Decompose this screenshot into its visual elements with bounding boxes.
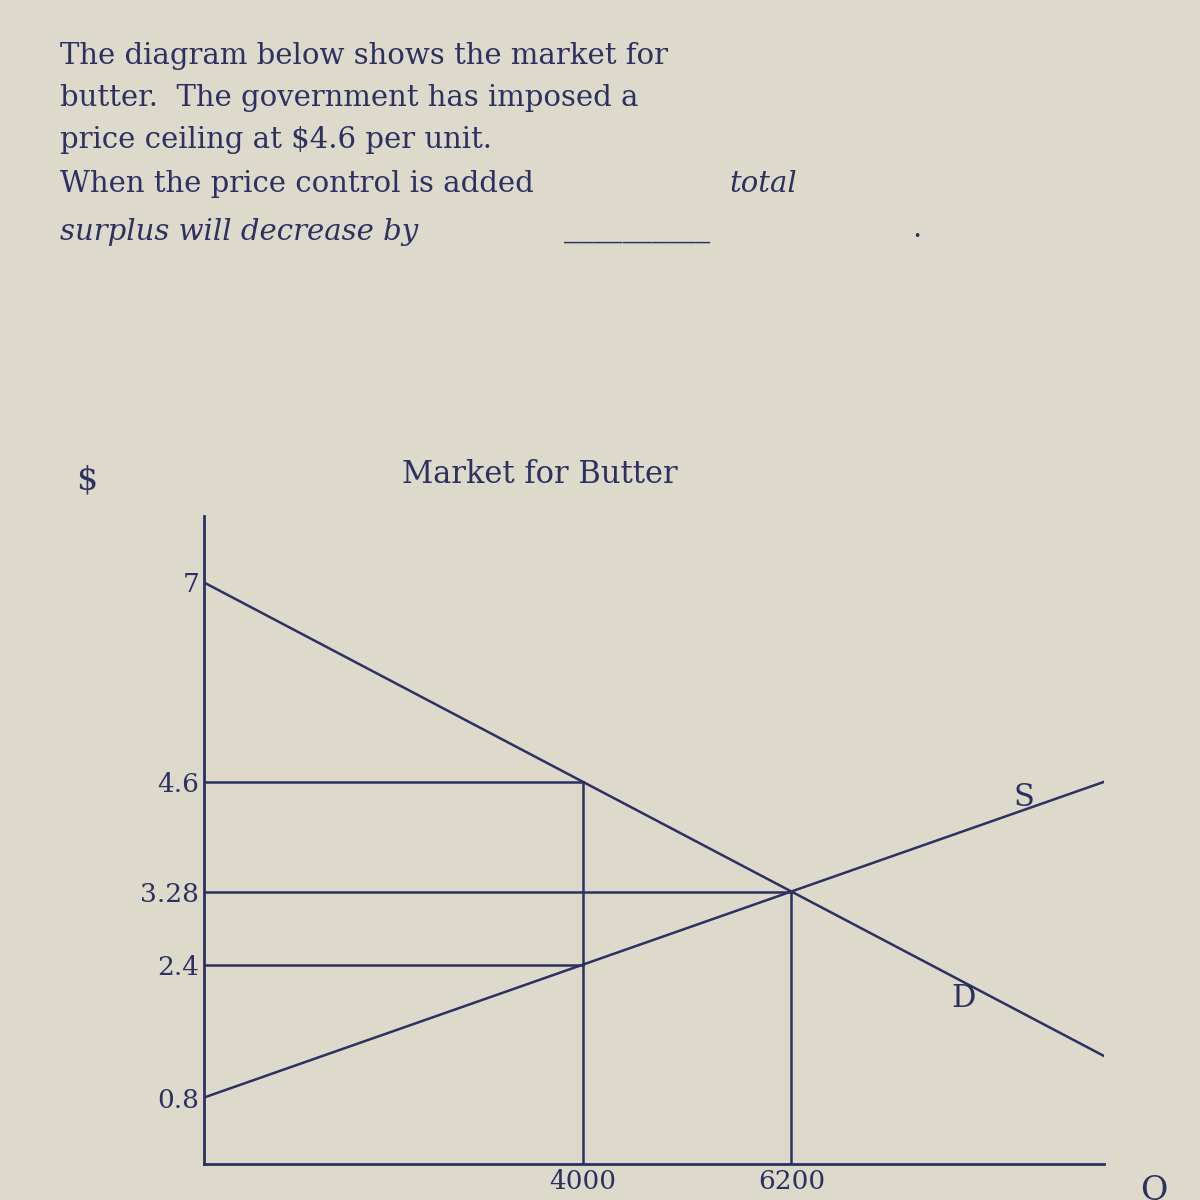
Text: Q: Q — [1140, 1174, 1168, 1200]
Text: surplus will decrease by: surplus will decrease by — [60, 218, 419, 246]
Text: D: D — [950, 983, 976, 1014]
Text: .: . — [912, 215, 922, 242]
Text: The diagram below shows the market for: The diagram below shows the market for — [60, 42, 668, 70]
Text: price ceiling at $4.6 per unit.: price ceiling at $4.6 per unit. — [60, 126, 492, 154]
Text: When the price control is added: When the price control is added — [60, 170, 542, 198]
Text: total: total — [730, 170, 797, 198]
Text: S: S — [1014, 782, 1034, 814]
Text: $: $ — [77, 464, 97, 497]
Text: Market for Butter: Market for Butter — [402, 460, 678, 490]
Text: __________: __________ — [564, 215, 710, 242]
Text: butter.  The government has imposed a: butter. The government has imposed a — [60, 84, 638, 112]
